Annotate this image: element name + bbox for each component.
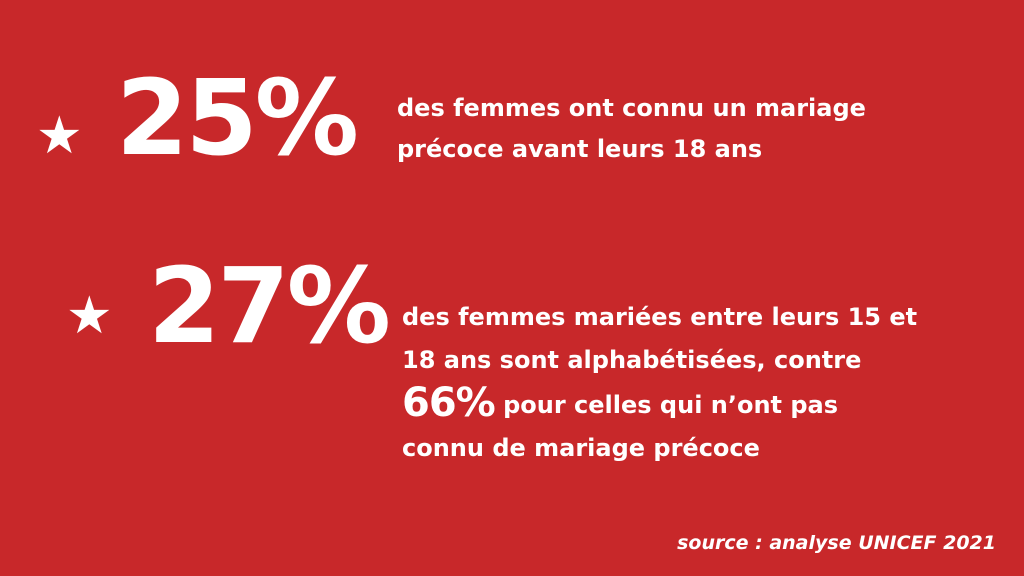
star-icon: ★: [66, 286, 113, 346]
stat-1-description: des femmes ont connu un mariage précoce …: [397, 88, 866, 170]
stat-2-line-2: 18 ans sont alphabétisées, contre: [402, 346, 862, 374]
stat-1-line-2: précoce avant leurs 18 ans: [397, 135, 763, 163]
stat-1-value: 25%: [116, 57, 359, 179]
stat-2-line-1: des femmes mariées entre leurs 15 et: [402, 303, 918, 331]
star-icon: ★: [36, 106, 83, 166]
stat-2-description: des femmes mariées entre leurs 15 et 18 …: [402, 296, 917, 470]
stat-2-line-3: 66% pour celles qui n’ont pas: [402, 382, 917, 427]
stat-1-line-1: des femmes ont connu un mariage: [397, 94, 866, 122]
stat-2-line-4: connu de mariage précoce: [402, 434, 760, 462]
stat-2-value: 27%: [148, 245, 391, 367]
stat-2-line-3-text: pour celles qui n’ont pas: [494, 391, 839, 419]
stat-2-inline-value: 66%: [402, 380, 496, 426]
source-note: source : analyse UNICEF 2021: [677, 532, 996, 554]
